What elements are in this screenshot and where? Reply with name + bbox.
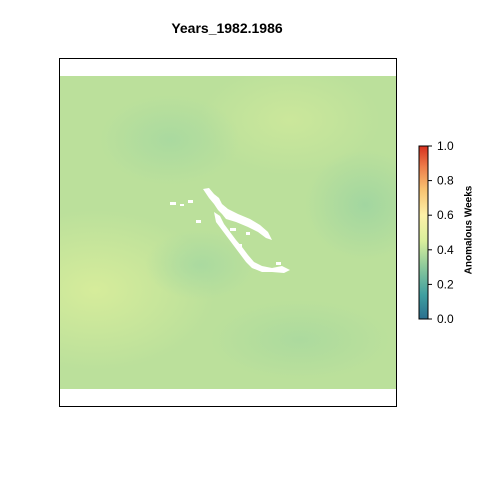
- legend-tick-labels: 1.0 0.8 0.6 0.4 0.2 0.0: [437, 139, 454, 326]
- legend-tick-label-1.0: 1.0: [437, 139, 454, 153]
- raster-cool-east: [305, 150, 396, 260]
- raster-cool-northwest: [100, 95, 240, 185]
- legend-ticks: [428, 145, 432, 320]
- legend-title: Anomalous Weeks: [463, 185, 475, 275]
- legend-tick-label-0.8: 0.8: [437, 174, 454, 188]
- raster-warm-north: [200, 76, 380, 175]
- raster-cool-center: [145, 230, 255, 300]
- legend-tick-label-0.0: 0.0: [437, 312, 454, 326]
- raster-cool-south: [210, 300, 390, 380]
- legend-tick-label-0.6: 0.6: [437, 208, 454, 222]
- legend-tick-label-0.2: 0.2: [437, 277, 454, 291]
- raster-field: [60, 76, 396, 389]
- legend-tick-label-0.4: 0.4: [437, 243, 454, 257]
- map-title: Years_1982.1986: [171, 20, 283, 36]
- no-data-region: [170, 188, 290, 273]
- legend-color-bar: [418, 145, 429, 320]
